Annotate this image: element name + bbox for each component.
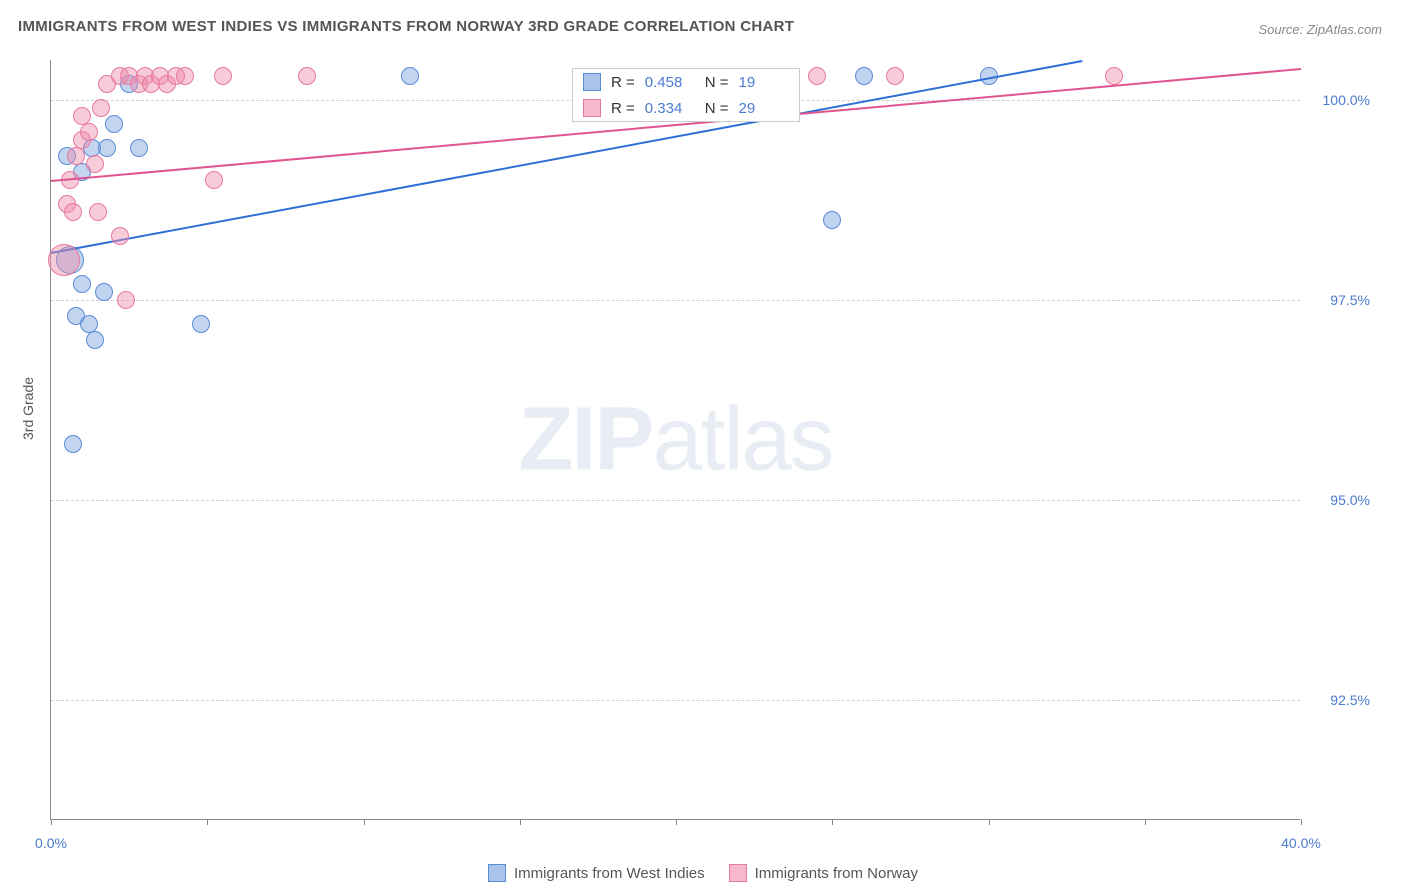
scatter-point — [105, 115, 123, 133]
x-tick — [832, 819, 833, 825]
x-tick — [989, 819, 990, 825]
stats-r-label: R = — [611, 74, 635, 91]
scatter-point — [855, 67, 873, 85]
x-tick-label: 0.0% — [35, 835, 67, 851]
scatter-point — [64, 203, 82, 221]
x-tick — [51, 819, 52, 825]
y-tick-label: 97.5% — [1310, 292, 1370, 308]
source-label: Source: ZipAtlas.com — [1258, 22, 1382, 37]
scatter-point — [48, 244, 80, 276]
stats-legend-box: R = 0.458 N = 19 R = 0.334 N = 29 — [572, 68, 800, 122]
scatter-point — [86, 155, 104, 173]
scatter-point — [214, 67, 232, 85]
scatter-point — [80, 123, 98, 141]
scatter-point — [205, 171, 223, 189]
stats-r-label: R = — [611, 100, 635, 117]
scatter-point — [823, 211, 841, 229]
scatter-point — [89, 203, 107, 221]
stats-n-label: N = — [705, 74, 729, 91]
scatter-point — [130, 139, 148, 157]
legend-swatch-1 — [729, 864, 747, 882]
stats-n-label: N = — [705, 100, 729, 117]
x-tick — [207, 819, 208, 825]
legend-swatch-0 — [488, 864, 506, 882]
gridline-h — [51, 300, 1300, 301]
x-tick — [520, 819, 521, 825]
plot-area: ZIPatlas 92.5%95.0%97.5%100.0%0.0%40.0% — [50, 60, 1300, 820]
legend-item-1: Immigrants from Norway — [729, 864, 918, 882]
x-tick — [676, 819, 677, 825]
stats-n-value-0: 19 — [739, 74, 789, 91]
x-tick — [1145, 819, 1146, 825]
watermark: ZIPatlas — [518, 388, 832, 491]
scatter-point — [95, 283, 113, 301]
stats-row-series-0: R = 0.458 N = 19 — [573, 69, 799, 95]
stats-n-value-1: 29 — [739, 100, 789, 117]
swatch-series-1 — [583, 99, 601, 117]
x-tick — [364, 819, 365, 825]
y-axis-label: 3rd Grade — [20, 377, 36, 440]
stats-r-value-0: 0.458 — [645, 74, 695, 91]
x-tick-label: 40.0% — [1281, 835, 1321, 851]
stats-r-value-1: 0.334 — [645, 100, 695, 117]
scatter-point — [73, 275, 91, 293]
y-tick-label: 92.5% — [1310, 692, 1370, 708]
watermark-bold: ZIP — [518, 389, 652, 489]
scatter-point — [98, 139, 116, 157]
scatter-point — [192, 315, 210, 333]
scatter-point — [808, 67, 826, 85]
scatter-point — [117, 291, 135, 309]
scatter-point — [111, 227, 129, 245]
scatter-point — [298, 67, 316, 85]
watermark-light: atlas — [652, 389, 832, 489]
gridline-h — [51, 700, 1300, 701]
bottom-legend: Immigrants from West Indies Immigrants f… — [0, 864, 1406, 882]
y-tick-label: 100.0% — [1310, 92, 1370, 108]
scatter-point — [1105, 67, 1123, 85]
legend-label-0: Immigrants from West Indies — [514, 865, 705, 882]
x-tick — [1301, 819, 1302, 825]
scatter-point — [64, 435, 82, 453]
gridline-h — [51, 500, 1300, 501]
y-tick-label: 95.0% — [1310, 492, 1370, 508]
scatter-point — [401, 67, 419, 85]
scatter-point — [886, 67, 904, 85]
scatter-point — [92, 99, 110, 117]
chart-title: IMMIGRANTS FROM WEST INDIES VS IMMIGRANT… — [18, 18, 794, 35]
swatch-series-0 — [583, 73, 601, 91]
scatter-point — [86, 331, 104, 349]
legend-label-1: Immigrants from Norway — [755, 865, 918, 882]
legend-item-0: Immigrants from West Indies — [488, 864, 705, 882]
trend-line — [51, 60, 1083, 254]
scatter-point — [67, 147, 85, 165]
scatter-point — [176, 67, 194, 85]
stats-row-series-1: R = 0.334 N = 29 — [573, 95, 799, 121]
